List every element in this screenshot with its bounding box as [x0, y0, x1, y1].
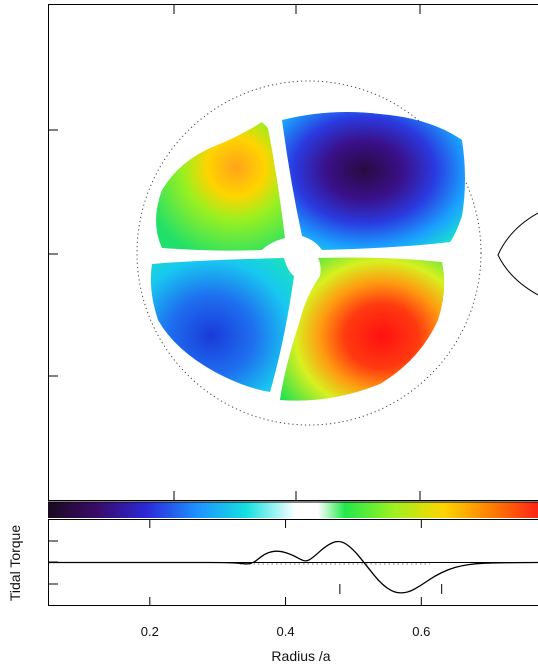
colorbar-strip	[48, 502, 538, 518]
x-tick-label-2: 0.6	[412, 624, 430, 639]
torque-plot: 0.20.40.60.8 Radius /a Tidal Torque	[7, 519, 538, 664]
map-panel	[48, 4, 538, 501]
colorbar	[48, 501, 538, 518]
map-ticks	[49, 5, 421, 500]
x-axis-title: Radius /a	[271, 648, 330, 664]
lobe-upper-left	[156, 122, 285, 251]
companion-lobe-curve	[497, 212, 538, 296]
lobe-lower-left	[150, 258, 294, 392]
lobe-lower-right	[280, 257, 445, 401]
x-tick-label-0: 0.2	[141, 624, 159, 639]
lobe-upper-right	[282, 112, 465, 250]
roche-lobe-circle	[136, 80, 482, 426]
x-tick-label-1: 0.4	[277, 624, 295, 639]
x-ticks: 0.20.40.60.8	[141, 520, 430, 639]
radius-markers	[339, 584, 443, 594]
map-frame	[48, 4, 538, 501]
y-axis-title: Tidal Torque	[7, 525, 23, 601]
series-line-tidal-torque	[48, 540, 538, 594]
